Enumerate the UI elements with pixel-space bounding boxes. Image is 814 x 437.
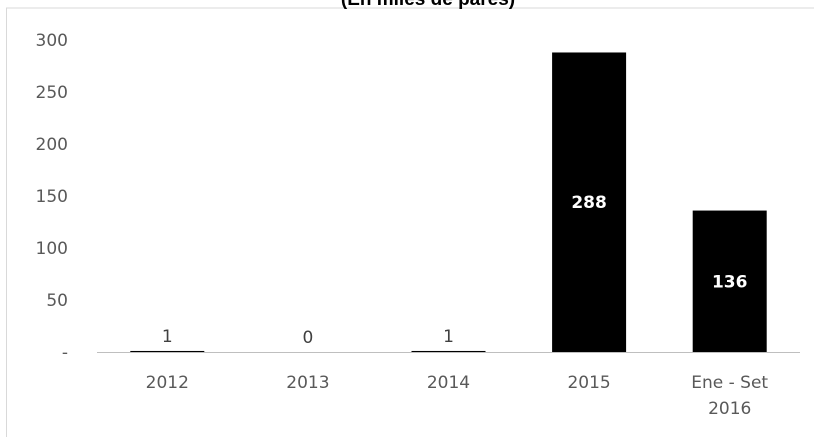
x-axis-ticks: 2012 2013 2014 2015 Ene - Set 2016 bbox=[146, 373, 769, 419]
y-axis-ticks: - 50 100 150 200 250 300 bbox=[36, 31, 68, 363]
y-tick-label: - bbox=[62, 343, 68, 363]
bar bbox=[552, 52, 627, 352]
data-label: 0 bbox=[302, 328, 313, 348]
y-tick-label: 250 bbox=[36, 83, 68, 103]
chart-title: (En miles de pares) bbox=[341, 0, 515, 10]
x-tick-label: 2014 bbox=[427, 373, 470, 393]
data-label: 136 bbox=[712, 272, 748, 292]
y-tick-label: 200 bbox=[36, 135, 68, 155]
bar bbox=[130, 350, 205, 352]
data-label: 1 bbox=[162, 327, 173, 347]
bar bbox=[411, 350, 486, 352]
bars bbox=[130, 52, 767, 352]
x-tick-label: 2012 bbox=[146, 373, 189, 393]
data-label: 1 bbox=[443, 327, 454, 347]
y-tick-label: 100 bbox=[36, 239, 68, 259]
x-tick-label: 2016 bbox=[708, 399, 751, 419]
y-tick-label: 150 bbox=[36, 187, 68, 207]
x-tick-label: Ene - Set bbox=[691, 373, 768, 393]
y-tick-label: 300 bbox=[36, 31, 68, 51]
x-tick-label: 2013 bbox=[286, 373, 329, 393]
bar bbox=[692, 210, 767, 352]
data-labels: 1 0 1 288 136 bbox=[162, 193, 748, 348]
data-label: 288 bbox=[571, 193, 607, 213]
x-tick-label: 2015 bbox=[567, 373, 610, 393]
y-tick-label: 50 bbox=[46, 291, 68, 311]
